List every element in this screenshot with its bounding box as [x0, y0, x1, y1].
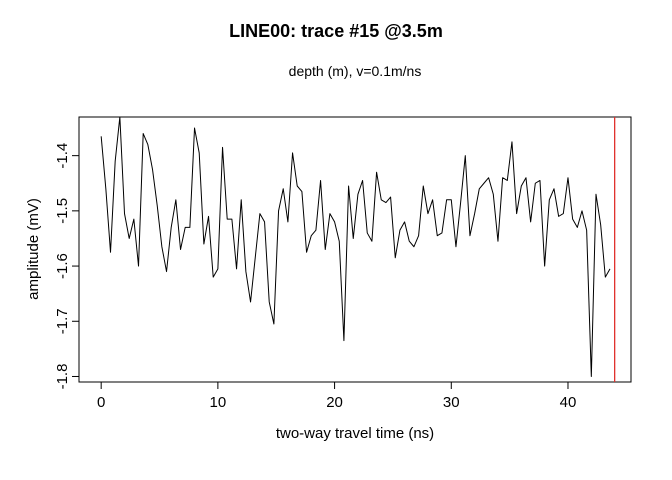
x-tick-label: 10	[210, 394, 227, 411]
y-axis-label: amplitude (mV)	[25, 198, 42, 300]
trace-line	[100, 116, 611, 377]
x-tick-label: 40	[560, 394, 577, 411]
x-tick-label: 0	[97, 394, 105, 411]
chart-subtitle: depth (m), v=0.1m/ns	[289, 63, 422, 79]
y-tick-label: -1.5	[54, 198, 71, 224]
chart-title: LINE00: trace #15 @3.5m	[229, 21, 443, 41]
x-tick-label: 20	[326, 394, 343, 411]
y-tick-label: -1.8	[54, 364, 71, 390]
y-tick-label: -1.7	[54, 308, 71, 334]
x-tick-label: 30	[443, 394, 460, 411]
y-tick-label: -1.6	[54, 253, 71, 279]
x-axis-label: two-way travel time (ns)	[276, 425, 434, 442]
y-tick-label: -1.4	[54, 143, 71, 169]
